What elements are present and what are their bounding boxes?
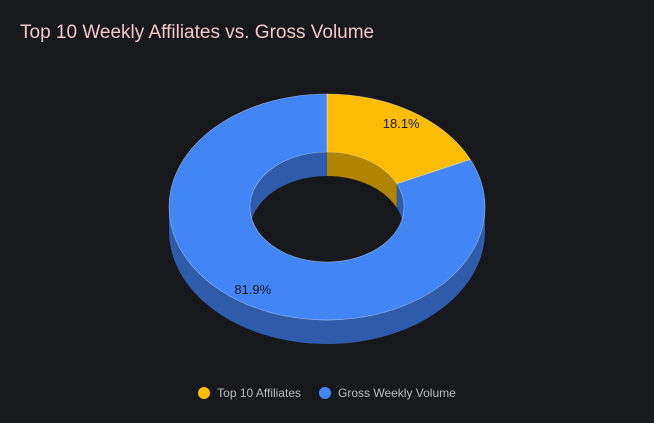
legend-item-gross-weekly-volume[interactable]: Gross Weekly Volume <box>319 386 456 400</box>
slice-side-gross-weekly-volume <box>169 207 485 344</box>
slices-layer <box>168 93 486 344</box>
slice-top-gross-weekly-volume <box>168 93 486 321</box>
legend-label-gross-weekly-volume: Gross Weekly Volume <box>338 386 456 400</box>
slice-inner-wall-gross-weekly-volume <box>250 152 327 231</box>
data-label-gross-weekly-volume: 81.9% <box>234 282 271 297</box>
legend-swatch-top-10-affiliates <box>198 387 211 399</box>
data-labels-layer: 18.1% 81.9% <box>234 116 420 297</box>
legend-item-top-10-affiliates[interactable]: Top 10 Affiliates <box>198 386 301 400</box>
legend: Top 10 Affiliates Gross Weekly Volume <box>0 386 654 400</box>
slice-gross-weekly-volume[interactable] <box>168 93 486 344</box>
data-label-top-10-affiliates: 18.1% <box>383 116 420 131</box>
slice-top-10-affiliates[interactable] <box>326 93 471 208</box>
slice-top-top-10-affiliates <box>326 93 471 185</box>
chart-title: Top 10 Weekly Affiliates vs. Gross Volum… <box>20 22 375 43</box>
legend-swatch-gross-weekly-volume <box>319 387 331 399</box>
legend-label-top-10-affiliates: Top 10 Affiliates <box>217 386 301 400</box>
slice-inner-wall-top-10-affiliates <box>327 152 397 208</box>
